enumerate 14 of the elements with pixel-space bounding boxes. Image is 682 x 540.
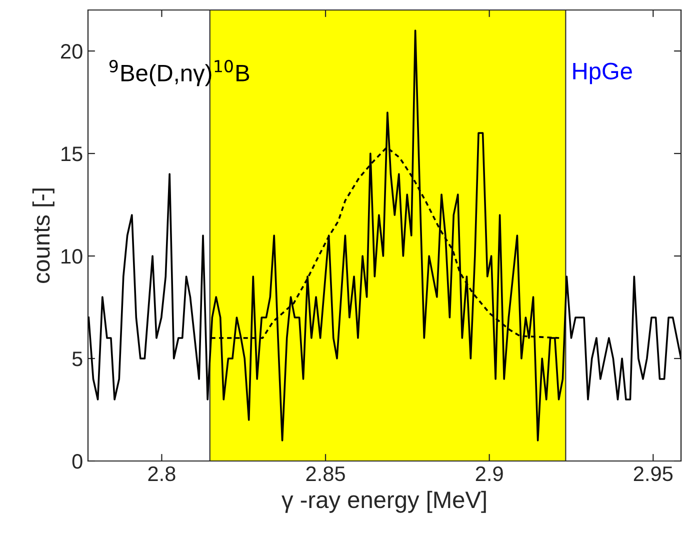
y-tick-label: 20 xyxy=(61,44,82,59)
y-tick-label: 10 xyxy=(62,249,82,264)
y-tick-label: 5 xyxy=(72,352,82,366)
line-series xyxy=(88,30,681,442)
x-axis-title: γ -ray energy [MeV] xyxy=(282,490,486,513)
y-tick-label: 0 xyxy=(72,454,82,469)
line-series xyxy=(210,146,560,339)
x-tick-label: 2.95 xyxy=(634,466,673,482)
x-tick-label: 2.8 xyxy=(148,466,176,482)
annotation: HpGe xyxy=(573,62,632,84)
y-axis-title: counts [-] xyxy=(32,188,54,284)
x-tick-label: 2.85 xyxy=(306,466,345,482)
y-tick-label: 15 xyxy=(62,146,82,162)
x-tick-label: 2.9 xyxy=(476,466,503,482)
